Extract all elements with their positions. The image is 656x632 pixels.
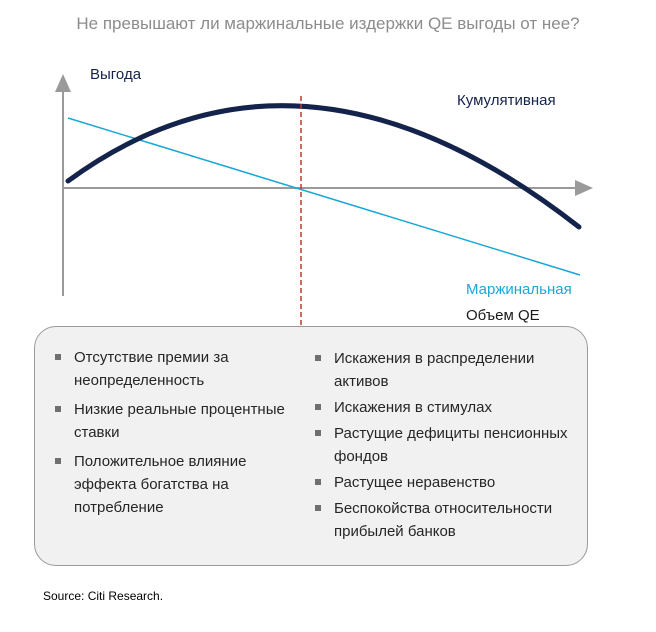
cost-item: Растущие дефициты пенсионных фондов <box>312 422 587 468</box>
source-note: Source: Citi Research. <box>43 589 164 603</box>
bullet-icon <box>315 404 321 410</box>
marginal-label: Маржинальная <box>466 281 572 298</box>
bullet-icon <box>315 505 321 511</box>
bullet-icon <box>55 406 61 412</box>
marginal-curve <box>67 117 581 276</box>
costs-list: Искажения в распределении активов Искаже… <box>312 347 587 543</box>
benefit-item: Отсутствие премии за неопределенность <box>52 346 287 392</box>
bullet-icon <box>315 430 321 436</box>
benefit-item: Положительное влияние эффекта богатства … <box>52 450 287 519</box>
factors-panel <box>34 326 588 566</box>
x-axis-label: Объем QE <box>466 307 540 324</box>
cost-item: Беспокойства относительности прибылей ба… <box>312 497 587 543</box>
cost-text: Искажения в стимулах <box>334 399 492 416</box>
bullet-icon <box>55 354 61 360</box>
cost-item: Искажения в стимулах <box>312 396 587 419</box>
cumulative-label: Кумулятивная <box>457 92 556 109</box>
cumulative-curve <box>65 103 582 230</box>
benefit-text: Положительное влияние эффекта богатства … <box>74 453 247 516</box>
cost-text: Растущее неравенство <box>334 474 496 491</box>
benefits-list: Отсутствие премии за неопределенность Ни… <box>52 346 287 519</box>
bullet-icon <box>55 458 61 464</box>
cost-text: Искажения в распределении активов <box>334 350 535 390</box>
diagram-title: Не превышают ли маржинальные издержки QE… <box>76 14 580 33</box>
cost-item: Искажения в распределении активов <box>312 347 587 393</box>
bullet-icon <box>315 479 321 485</box>
cost-text: Беспокойства относительности прибылей ба… <box>334 500 553 540</box>
y-axis-label: Выгода <box>90 66 142 83</box>
bullet-icon <box>315 355 321 361</box>
cost-text: Растущие дефициты пенсионных фондов <box>334 425 568 465</box>
cost-item: Растущее неравенство <box>312 471 587 494</box>
benefit-item: Низкие реальные процентные ставки <box>52 398 287 444</box>
benefit-text: Низкие реальные процентные ставки <box>74 401 285 441</box>
benefit-text: Отсутствие премии за неопределенность <box>74 349 229 389</box>
